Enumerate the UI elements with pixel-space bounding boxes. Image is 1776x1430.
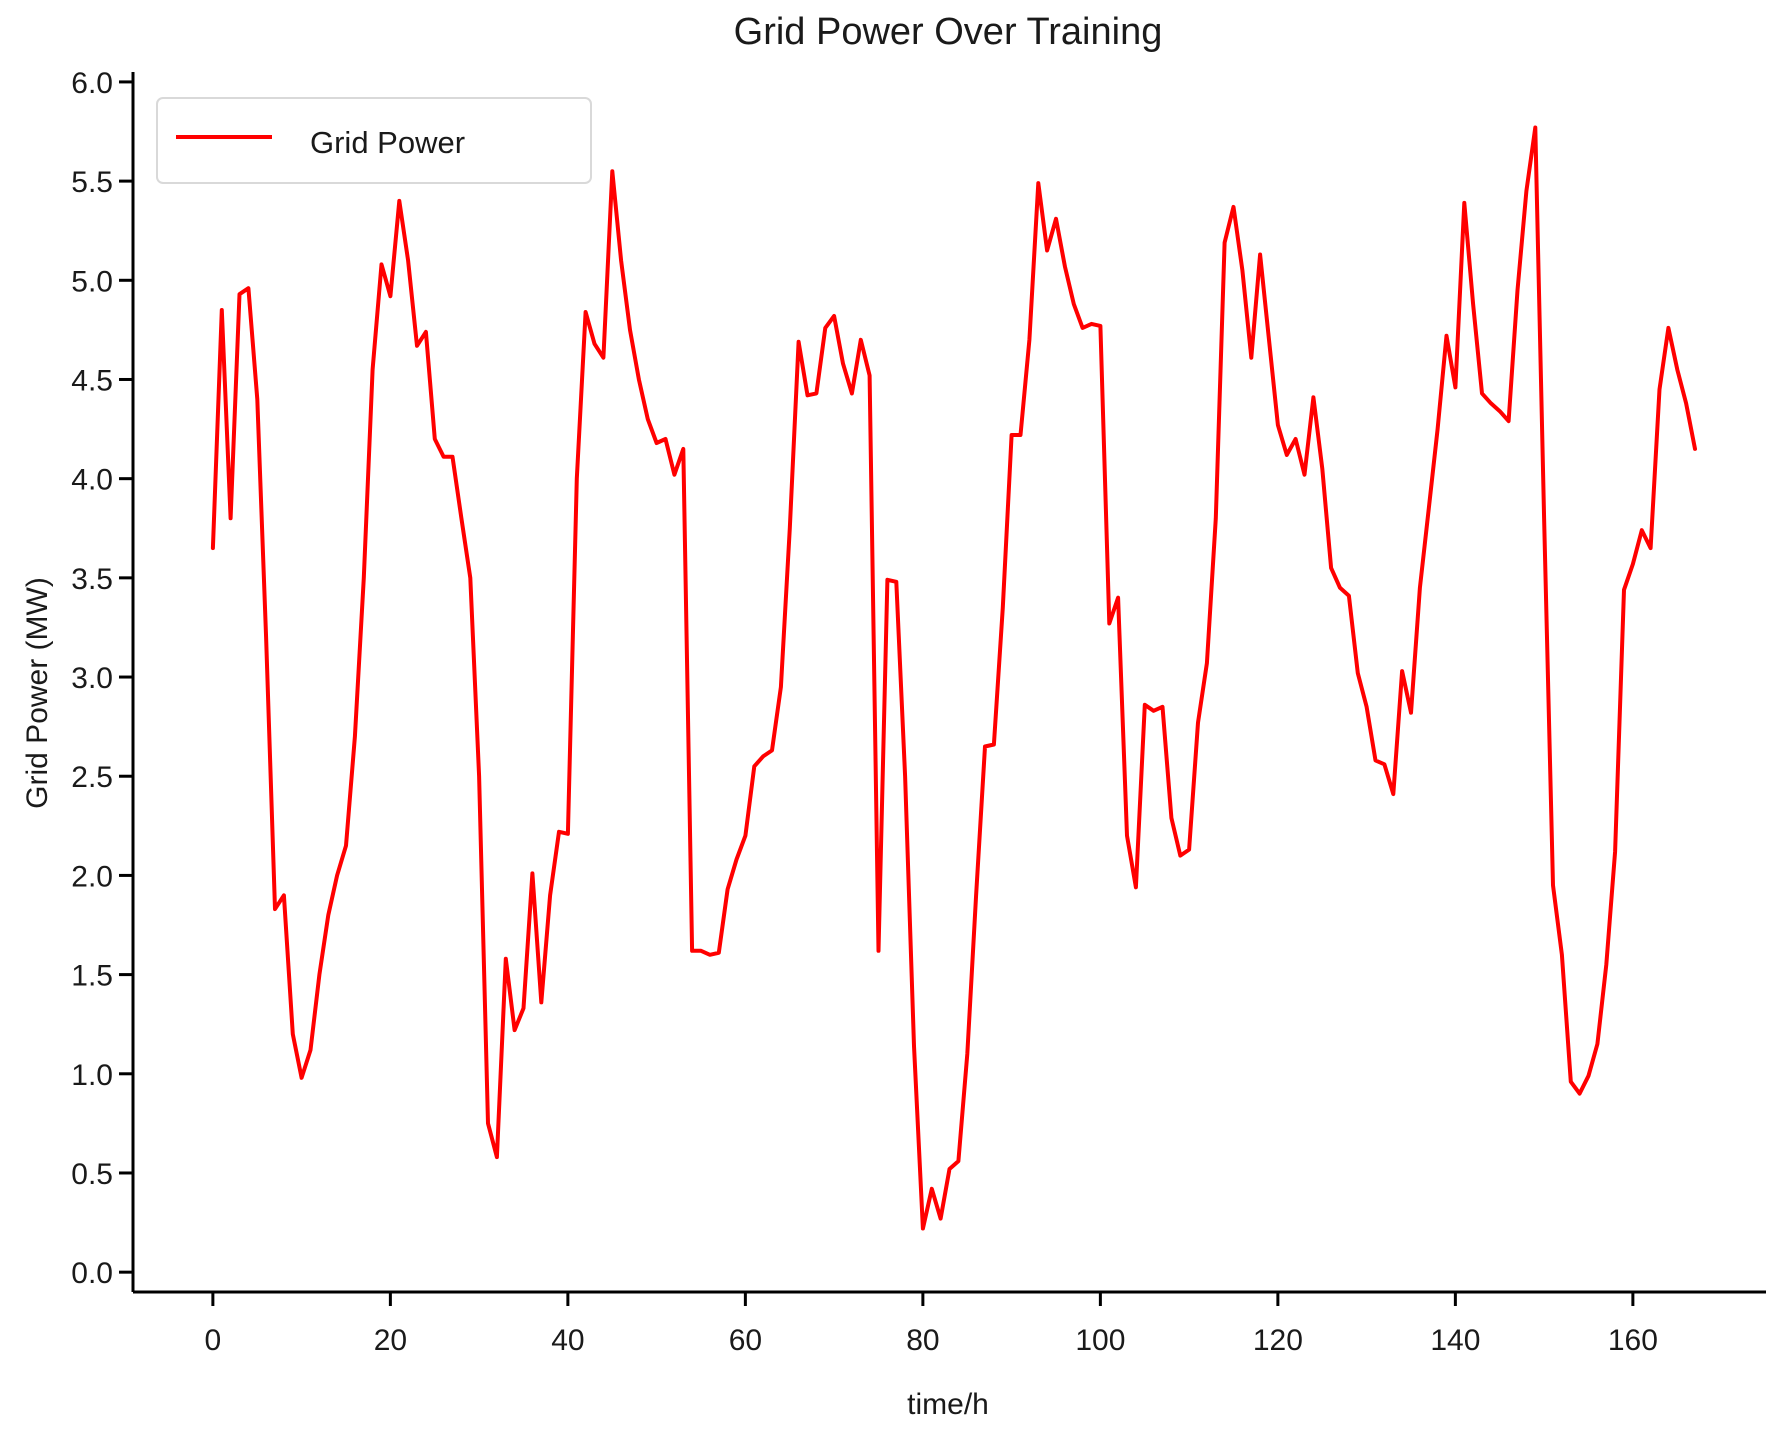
x-axis-label: time/h (907, 1388, 989, 1421)
x-tick-label: 80 (906, 1324, 939, 1357)
legend-label-grid-power: Grid Power (310, 125, 465, 160)
y-axis-ticks: 0.0 0.5 1.0 1.5 2.0 2.5 3.0 3.5 4.0 4.5 5.0 5.5 6.0 (71, 67, 133, 1290)
legend-box (156, 97, 592, 184)
x-tick-label: 120 (1253, 1324, 1303, 1357)
y-tick-label: 5.5 (71, 166, 113, 199)
y-tick-label: 0.0 (71, 1257, 113, 1290)
x-tick-label: 60 (729, 1324, 762, 1357)
chart-title: Grid Power Over Training (734, 11, 1163, 53)
x-tick-label: 40 (551, 1324, 584, 1357)
y-tick-label: 0.5 (71, 1158, 113, 1191)
y-tick-label: 4.5 (71, 364, 113, 397)
x-tick-label: 140 (1430, 1324, 1480, 1357)
series-line-grid-power (210, 125, 1697, 1231)
x-tick-label: 100 (1075, 1324, 1125, 1357)
x-axis-ticks: 0 20 40 60 80 100 120 140 160 (205, 1292, 1658, 1357)
series-layer (210, 125, 1697, 1231)
y-tick-label: 1.5 (71, 960, 113, 993)
y-tick-label: 2.0 (71, 860, 113, 893)
y-tick-label: 3.0 (71, 662, 113, 695)
y-tick-label: 5.0 (71, 265, 113, 298)
y-tick-label: 6.0 (71, 67, 113, 100)
y-tick-label: 1.0 (71, 1059, 113, 1092)
y-tick-label: 4.0 (71, 464, 113, 497)
x-tick-label: 20 (374, 1324, 407, 1357)
y-tick-label: 2.5 (71, 761, 113, 794)
x-tick-label: 160 (1608, 1324, 1658, 1357)
x-tick-label: 0 (205, 1324, 222, 1357)
legend: Grid Power (156, 97, 592, 184)
y-tick-label: 3.5 (71, 563, 113, 596)
y-axis-label: Grid Power (MW) (21, 577, 54, 809)
